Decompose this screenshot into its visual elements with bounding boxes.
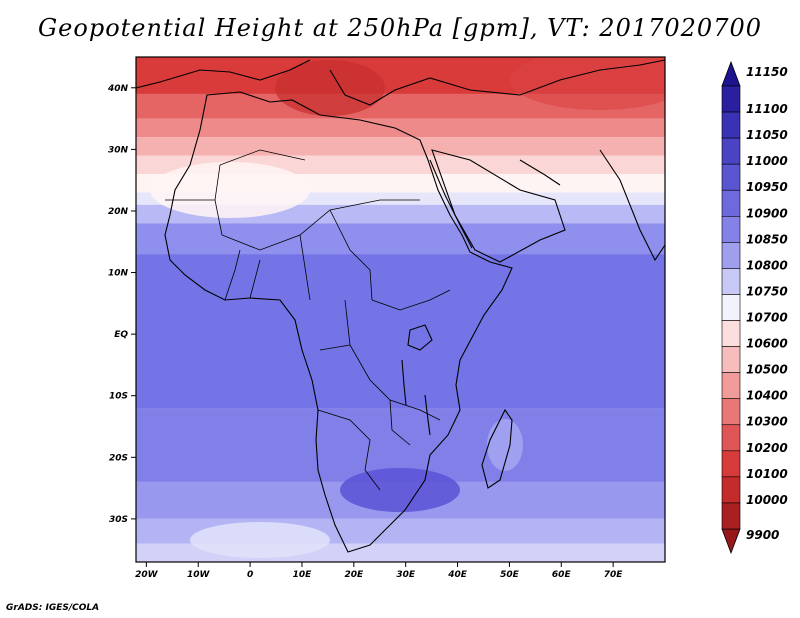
colorbar-top-cap <box>721 60 741 87</box>
lon-tick-label-2: 0 <box>247 570 253 580</box>
arabian-peninsula-outline <box>431 149 566 263</box>
colorbar-label-7: 10750 <box>746 284 788 298</box>
colorbar-label-15: 10000 <box>746 493 788 507</box>
plot-frame <box>135 56 666 563</box>
sahara-high-ridge <box>150 162 310 218</box>
colorbar-label-6: 10800 <box>746 258 788 272</box>
lon-tick-label-7: 50E <box>500 570 520 580</box>
lat-tick-label-6: 20S <box>109 453 128 463</box>
persian-gulf-coast <box>519 159 561 186</box>
colorbar-swatch-15 <box>721 476 741 504</box>
lon-tick-label-1: 10W <box>187 570 211 580</box>
longitude-ticks: 20W 10W 0 10E 20E 30E 40E 50E 60E 70E <box>135 562 623 580</box>
colorbar-swatch-11 <box>721 372 741 400</box>
colorbar-swatch-10 <box>721 346 741 373</box>
height-band-3 <box>136 137 665 156</box>
map-title: Geopotential Height at 250hPa [gpm], VT:… <box>38 14 762 42</box>
red-sea-coast <box>429 159 473 249</box>
country-borders <box>165 149 451 491</box>
africa-outline <box>164 91 513 553</box>
height-band-2 <box>136 118 665 138</box>
lat-tick-label-5: 10S <box>109 392 128 402</box>
lat-tick-label-7: 30S <box>109 515 128 525</box>
lake-tanganyika <box>401 359 407 406</box>
colorbar-label-13: 10200 <box>746 441 788 455</box>
colorbar: 11150 11100 11050 11000 10950 10900 10850 10800… <box>721 60 788 555</box>
lake-victoria <box>407 324 433 351</box>
colorbar-label-9: 10600 <box>746 337 788 351</box>
lon-tick-label-9: 70E <box>604 570 624 580</box>
height-band-9 <box>136 254 665 409</box>
colorbar-label-3: 10950 <box>746 180 788 194</box>
colorbar-swatch-2 <box>721 137 741 165</box>
lat-tick-label-0: 40N <box>107 84 129 94</box>
colorbar-label-5: 10850 <box>746 232 788 246</box>
mediterranean-low-center <box>275 60 385 116</box>
lon-tick-label-8: 60E <box>552 570 572 580</box>
colorbar-swatch-16 <box>721 502 741 530</box>
india-coast <box>599 149 665 262</box>
lon-tick-label-0: 20W <box>135 570 159 580</box>
lat-tick-label-3: 10N <box>108 269 129 279</box>
latitude-ticks: 40N 30N 20N 10N EQ 10S 20S 30S <box>107 84 136 525</box>
southern-africa-low-center <box>340 468 460 512</box>
southwest-atlantic-high <box>190 522 330 558</box>
colorbar-swatch-14 <box>721 450 741 478</box>
colorbar-swatch-5 <box>721 215 741 243</box>
europe-coast <box>136 59 665 106</box>
colorbar-swatch-7 <box>721 268 741 295</box>
colorbar-label-12: 10300 <box>746 415 788 429</box>
colorbar-swatch-13 <box>721 424 741 452</box>
lon-tick-label-4: 20E <box>344 570 364 580</box>
grads-credit: GrADS: IGES/COLA <box>6 603 100 613</box>
colorbar-label-8: 10700 <box>746 311 788 325</box>
eastern-europe-high-gradient <box>510 57 665 110</box>
lon-tick-label-6: 40E <box>447 570 468 580</box>
colorbar-swatch-8 <box>721 294 741 321</box>
colorbar-top-label: 11150 <box>746 65 788 79</box>
colorbar-swatch-4 <box>721 189 741 217</box>
colorbar-label-1: 11050 <box>746 128 788 142</box>
lon-tick-label-5: 30E <box>396 570 416 580</box>
colorbar-bottom-label: 9900 <box>746 528 779 542</box>
colorbar-label-14: 10100 <box>746 467 788 481</box>
colorbar-bottom-cap <box>721 528 741 555</box>
colorbar-swatch-0 <box>721 85 741 113</box>
lon-tick-label-3: 10E <box>293 570 313 580</box>
lat-tick-label-1: 30N <box>108 145 129 155</box>
colorbar-label-4: 10900 <box>746 206 788 220</box>
colorbar-label-11: 10400 <box>746 389 788 403</box>
madagascar-high-cell <box>487 419 523 471</box>
africa-coastline-borders <box>136 59 665 553</box>
colorbar-label-10: 10500 <box>746 363 788 377</box>
lat-tick-label-2: 20N <box>108 207 129 217</box>
colorbar-swatch-9 <box>721 320 741 347</box>
colorbar-label-2: 11000 <box>746 154 788 168</box>
colorbar-swatch-12 <box>721 398 741 426</box>
lat-tick-label-4: EQ <box>114 330 128 340</box>
colorbar-swatch-1 <box>721 111 741 139</box>
height-band-8 <box>136 223 665 255</box>
regional-height-features <box>150 57 665 558</box>
colorbar-swatch-6 <box>721 242 741 269</box>
colorbar-label-0: 11100 <box>746 102 788 116</box>
colorbar-swatch-3 <box>721 163 741 191</box>
lake-malawi <box>424 394 431 436</box>
madagascar-outline <box>481 408 513 489</box>
